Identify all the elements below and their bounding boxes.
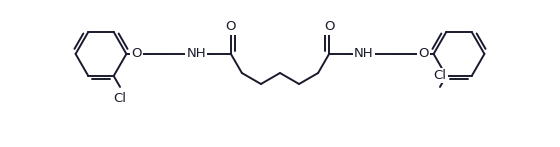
Text: O: O bbox=[226, 20, 236, 34]
Text: O: O bbox=[324, 20, 334, 34]
Text: O: O bbox=[132, 47, 142, 60]
Text: Cl: Cl bbox=[114, 92, 127, 105]
Text: Cl: Cl bbox=[433, 69, 446, 82]
Text: NH: NH bbox=[186, 47, 206, 60]
Text: O: O bbox=[418, 47, 428, 60]
Text: NH: NH bbox=[354, 47, 374, 60]
